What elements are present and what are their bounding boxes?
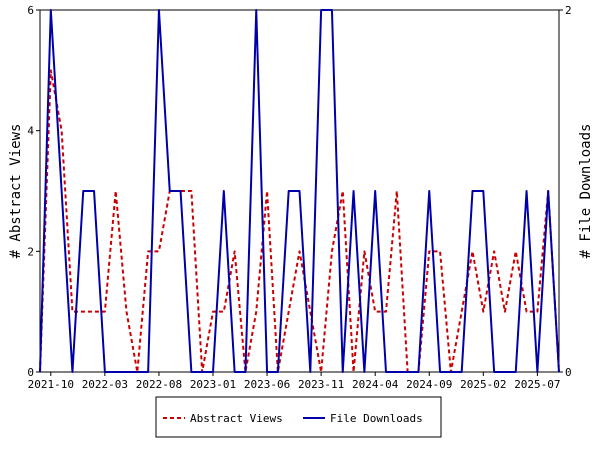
axis-layer: 0 2 4 6 0 2 2021-10 2022-03 2022-08 2023-01 2023-0… bbox=[27, 4, 571, 391]
y-left-tick-label: 4 bbox=[27, 125, 34, 138]
x-tick-label: 2023-06 bbox=[244, 378, 290, 391]
y-left-tick-label: 2 bbox=[27, 245, 34, 258]
x-tick-label: 2023-11 bbox=[298, 378, 344, 391]
series-line-file-downloads bbox=[39, 9, 560, 373]
y-right-tick-label: 0 bbox=[565, 366, 572, 379]
x-tick-label: 2023-01 bbox=[190, 378, 236, 391]
legend: Abstract Views File Downloads bbox=[155, 396, 442, 438]
legend-label-abstract-views: Abstract Views bbox=[190, 412, 283, 425]
y-left-tick-label: 6 bbox=[27, 4, 34, 17]
y-left-axis-title: # Abstract Views bbox=[8, 124, 24, 259]
x-tick-label: 2022-03 bbox=[82, 378, 128, 391]
x-tick-label: 2022-08 bbox=[136, 378, 182, 391]
y-right-axis-title: # File Downloads bbox=[578, 124, 594, 259]
y-right-tick-label: 2 bbox=[565, 4, 572, 17]
x-tick-label: 2024-04 bbox=[352, 378, 399, 391]
legend-label-file-downloads: File Downloads bbox=[330, 412, 423, 425]
x-tick-label: 2021-10 bbox=[28, 378, 74, 391]
y-left-tick-label: 0 bbox=[27, 366, 34, 379]
legend-box bbox=[155, 396, 442, 438]
x-tick-label: 2024-09 bbox=[406, 378, 452, 391]
x-tick-label: 2025-02 bbox=[460, 378, 506, 391]
series-layer bbox=[39, 9, 560, 373]
series-line-abstract-views bbox=[39, 69, 560, 373]
x-tick-label: 2025-07 bbox=[514, 378, 560, 391]
